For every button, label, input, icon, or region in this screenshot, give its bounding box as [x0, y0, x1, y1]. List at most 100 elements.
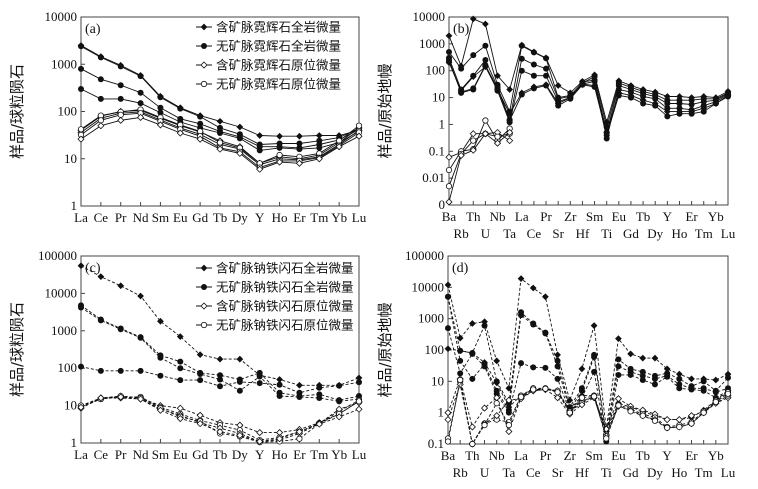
data-point: [481, 359, 488, 366]
data-point: [469, 440, 476, 448]
data-point: [177, 105, 184, 112]
series-5: [446, 57, 731, 139]
data-point: [197, 120, 204, 127]
x-tick-label: Hf: [576, 226, 590, 241]
legend-label: 无矿脉霓辉石原位微量: [216, 77, 341, 92]
x-tick-label: Sr: [552, 226, 564, 241]
panel-c-chart: 1 10 100 1000 10000 100000 La Ce Pr Nd Sm Eu Gd Tb Dy Y…: [8, 248, 367, 462]
data-point: [137, 100, 144, 107]
data-point: [217, 376, 223, 383]
x-tick-label: Eu: [612, 209, 627, 224]
data-point: [676, 385, 683, 392]
y-tick-label: 1: [71, 435, 78, 450]
data-point: [566, 396, 574, 404]
legend-label: 含矿脉霓辉石全岩微量: [216, 20, 341, 35]
data-point: [256, 437, 264, 446]
data-point: [117, 63, 124, 70]
series-line: [447, 381, 729, 446]
data-point: [137, 395, 145, 403]
data-point: [97, 76, 104, 83]
data-point: [639, 412, 646, 419]
data-point: [482, 20, 489, 28]
data-point: [157, 94, 164, 101]
y-tick-label: 100: [58, 360, 78, 375]
data-point: [216, 117, 224, 125]
series-line: [447, 296, 729, 439]
data-point: [652, 102, 659, 109]
x-tick-label: U: [481, 226, 491, 241]
data-point: [296, 389, 303, 396]
data-point: [627, 371, 634, 378]
data-point: [614, 395, 623, 403]
x-tick-label: Dy: [647, 226, 663, 241]
x-tick-label: Pr: [540, 448, 552, 463]
data-point: [77, 262, 85, 270]
y-tick-label: 0: [439, 197, 446, 212]
legend-marker: [200, 302, 208, 310]
data-point: [688, 110, 695, 117]
data-point: [458, 65, 465, 72]
data-point: [469, 375, 476, 382]
data-point: [336, 398, 343, 405]
data-point: [518, 67, 525, 74]
data-point: [639, 354, 647, 362]
data-point: [663, 416, 671, 424]
data-point: [316, 394, 323, 401]
data-point: [627, 350, 634, 358]
data-point: [236, 431, 244, 439]
data-point: [651, 417, 659, 424]
data-point: [315, 132, 323, 139]
data-point: [505, 422, 512, 429]
data-point: [640, 93, 647, 100]
x-tick-label: Nd: [133, 447, 149, 462]
data-point: [651, 354, 659, 362]
data-point: [676, 423, 683, 431]
data-point: [137, 334, 144, 341]
data-point: [457, 376, 464, 384]
data-point: [493, 379, 501, 387]
series-3: [78, 363, 362, 396]
y-axis-label: 样品/球粒陨石: [8, 64, 26, 159]
data-point: [712, 398, 719, 406]
x-tick-label: Er: [293, 447, 306, 462]
data-point: [137, 89, 144, 96]
data-point: [457, 357, 464, 364]
data-point: [445, 166, 453, 174]
y-tick-label: 100000: [405, 248, 444, 263]
data-point: [687, 412, 696, 420]
data-point: [256, 165, 264, 173]
data-point: [256, 380, 263, 387]
legend-label: 含矿脉钠铁闪石全岩微量: [216, 261, 354, 276]
data-point: [590, 393, 598, 400]
data-point: [216, 145, 224, 153]
y-tick-label: 1000: [418, 311, 444, 326]
data-point: [480, 404, 489, 412]
x-tick-label: Zr: [564, 209, 577, 224]
data-point: [518, 360, 525, 367]
data-point: [481, 422, 488, 429]
y-tick-label: 0.01: [422, 170, 445, 185]
x-tick-label: Y: [663, 209, 673, 224]
data-point: [493, 412, 501, 420]
series-line: [447, 348, 729, 433]
x-tick-label: Gd: [623, 465, 639, 480]
x-tick-label: Sm: [152, 447, 169, 462]
x-tick-label: Tm: [310, 447, 328, 462]
y-tick-label: 10: [431, 373, 444, 388]
x-tick-label: Lu: [721, 465, 736, 480]
data-point: [446, 48, 452, 55]
x-tick-label: La: [74, 210, 88, 225]
data-point: [296, 140, 303, 147]
data-point: [97, 317, 104, 324]
data-point: [117, 95, 124, 102]
data-point: [481, 322, 488, 329]
series-7: [445, 117, 513, 174]
data-point: [603, 435, 610, 442]
data-point: [197, 370, 204, 377]
data-point: [530, 49, 537, 56]
data-point: [236, 149, 244, 157]
x-tick-label: La: [514, 448, 528, 463]
x-tick-label: Pr: [115, 447, 127, 462]
data-point: [615, 92, 622, 99]
data-point: [356, 379, 362, 386]
